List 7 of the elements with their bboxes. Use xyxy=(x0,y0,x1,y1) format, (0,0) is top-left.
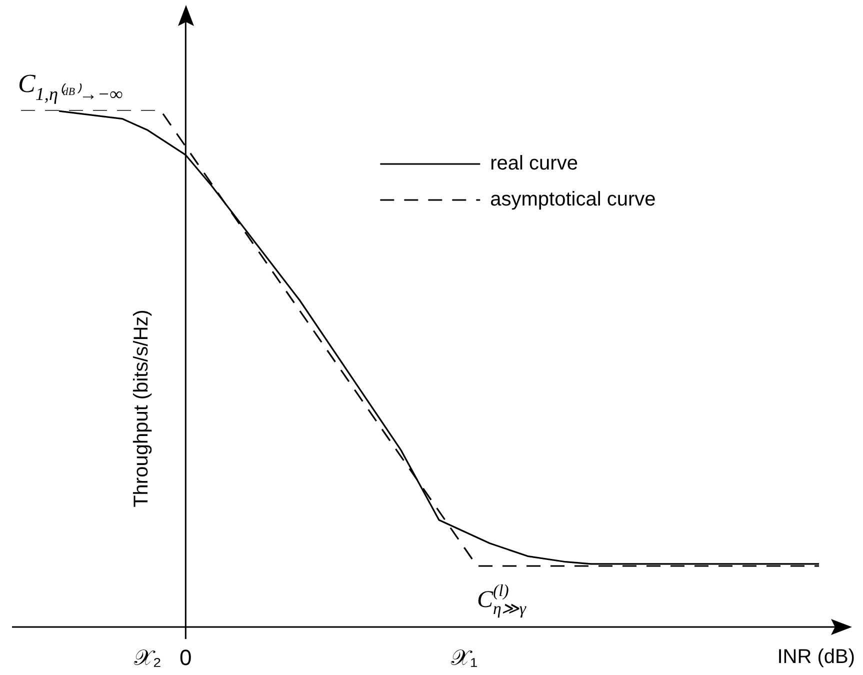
y-axis-title: Throughput (bits/s/Hz) xyxy=(130,310,153,508)
x-axis-title: INR (dB) xyxy=(777,646,855,668)
legend-label: asymptotical curve xyxy=(490,188,656,211)
legend-label: real curve xyxy=(490,152,578,175)
x-tick-label: 𝒳₂ xyxy=(134,645,162,670)
x-tick-label: 𝒳₁ xyxy=(451,645,478,670)
x-tick-label: 0 xyxy=(180,645,192,670)
